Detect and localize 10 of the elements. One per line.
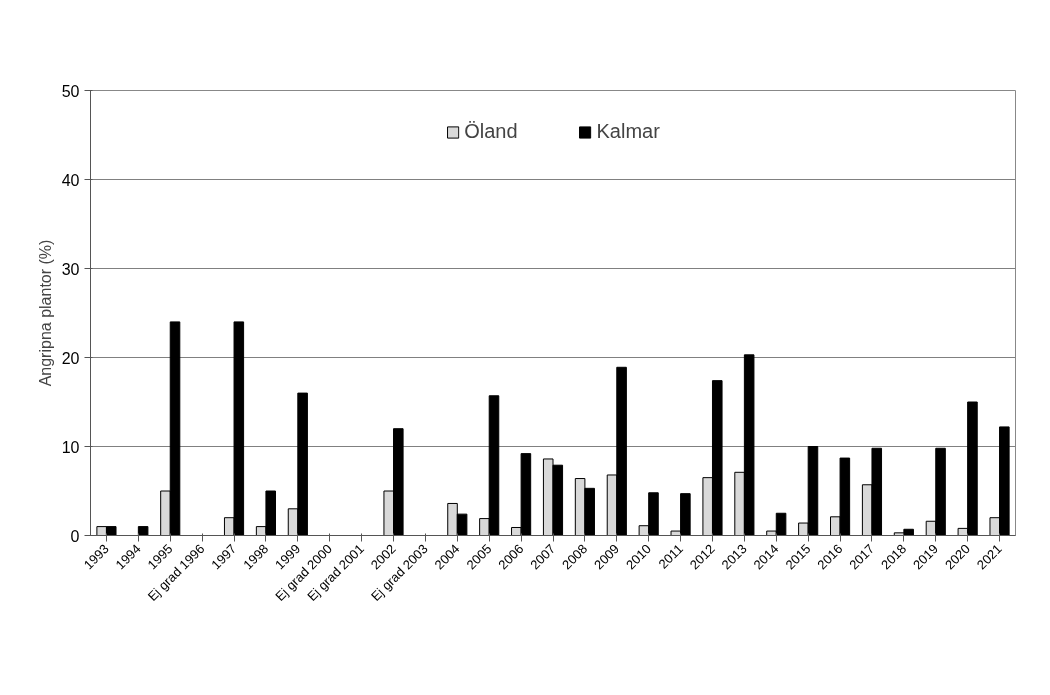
y-tick-label: 30	[61, 260, 80, 278]
y-axis-title: Angripna plantor (%)	[36, 239, 54, 387]
legend-label: Kalmar	[596, 120, 660, 143]
y-tick-label: 0	[70, 527, 80, 545]
y-tick-label: 10	[61, 438, 80, 456]
y-tick-label: 50	[61, 82, 80, 100]
legend-label: Öland	[464, 120, 518, 143]
y-tick-label: 40	[61, 171, 80, 189]
bar	[137, 526, 149, 536]
y-tick-label: 20	[61, 349, 80, 367]
